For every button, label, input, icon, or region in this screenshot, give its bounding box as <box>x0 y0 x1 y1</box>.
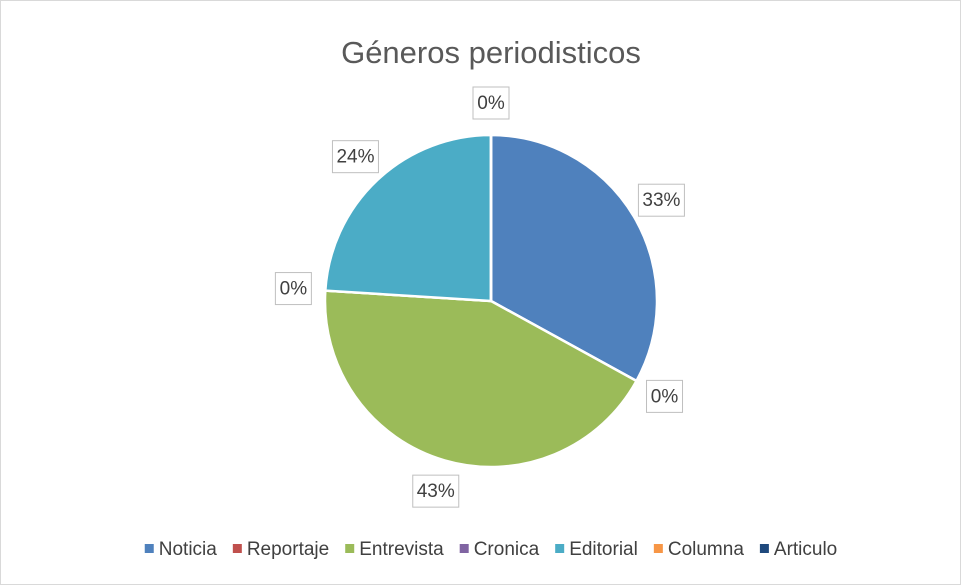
pie-slice <box>324 133 493 303</box>
legend-marker <box>459 544 469 553</box>
legend-marker <box>345 544 355 553</box>
data-label-box <box>274 272 312 306</box>
legend-label: Cronica <box>474 539 540 560</box>
pie-slice <box>323 289 639 469</box>
data-label: 24% <box>336 147 374 168</box>
pie-slice <box>489 133 659 383</box>
legend-label: Noticia <box>159 539 218 560</box>
legend-label: Columna <box>668 539 744 560</box>
legend-label: Editorial <box>569 539 638 560</box>
data-label: 0% <box>651 386 679 407</box>
data-label-box <box>646 379 684 413</box>
legend-label: Reportaje <box>247 539 329 560</box>
data-label-box <box>412 474 460 508</box>
data-label-box <box>637 183 685 217</box>
data-label-box <box>472 86 510 120</box>
data-label-box <box>331 140 379 174</box>
legend-marker <box>232 544 242 553</box>
data-label: 0% <box>477 93 505 114</box>
legend-marker <box>653 544 663 553</box>
chart-title: Géneros periodisticos <box>341 35 641 70</box>
data-label: 33% <box>642 190 680 211</box>
legend-marker <box>144 544 154 553</box>
legend-marker <box>759 544 769 553</box>
data-label: 43% <box>417 481 455 502</box>
data-label: 0% <box>280 279 308 300</box>
legend-marker <box>555 544 565 553</box>
legend-label: Articulo <box>774 539 837 560</box>
legend-label: Entrevista <box>359 539 444 560</box>
